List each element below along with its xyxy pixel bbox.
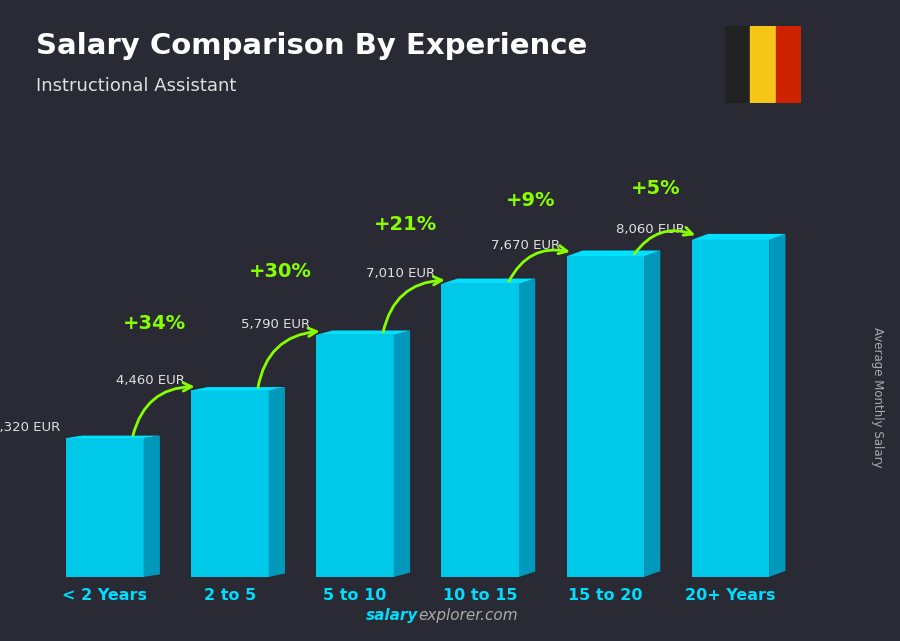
Text: +9%: +9% xyxy=(506,191,555,210)
Text: +30%: +30% xyxy=(248,262,311,281)
Bar xyxy=(750,26,776,103)
Polygon shape xyxy=(691,240,770,577)
Text: +34%: +34% xyxy=(123,313,186,333)
Polygon shape xyxy=(66,438,144,577)
Polygon shape xyxy=(66,436,160,438)
Text: +5%: +5% xyxy=(631,179,680,197)
Text: 7,670 EUR: 7,670 EUR xyxy=(491,240,560,253)
Bar xyxy=(724,26,750,103)
Text: +21%: +21% xyxy=(374,215,436,234)
Polygon shape xyxy=(316,335,394,577)
Polygon shape xyxy=(566,256,644,577)
Polygon shape xyxy=(441,284,519,577)
Polygon shape xyxy=(316,331,410,335)
Polygon shape xyxy=(394,331,410,577)
Text: explorer.com: explorer.com xyxy=(418,608,518,623)
Text: Salary Comparison By Experience: Salary Comparison By Experience xyxy=(36,32,587,60)
Text: Average Monthly Salary: Average Monthly Salary xyxy=(871,327,884,468)
Text: 3,320 EUR: 3,320 EUR xyxy=(0,421,59,434)
Polygon shape xyxy=(691,234,786,240)
Polygon shape xyxy=(191,387,285,390)
Bar xyxy=(776,26,801,103)
Polygon shape xyxy=(441,279,536,284)
Text: 4,460 EUR: 4,460 EUR xyxy=(116,374,184,387)
Text: 8,060 EUR: 8,060 EUR xyxy=(616,223,686,236)
Polygon shape xyxy=(144,436,160,577)
Polygon shape xyxy=(269,387,285,577)
Polygon shape xyxy=(770,234,786,577)
Polygon shape xyxy=(566,251,661,256)
Text: 7,010 EUR: 7,010 EUR xyxy=(366,267,435,280)
Text: Instructional Assistant: Instructional Assistant xyxy=(36,77,237,95)
Polygon shape xyxy=(191,390,269,577)
Text: 5,790 EUR: 5,790 EUR xyxy=(241,318,310,331)
Text: salary: salary xyxy=(366,608,418,623)
Polygon shape xyxy=(644,251,661,577)
Polygon shape xyxy=(519,279,536,577)
